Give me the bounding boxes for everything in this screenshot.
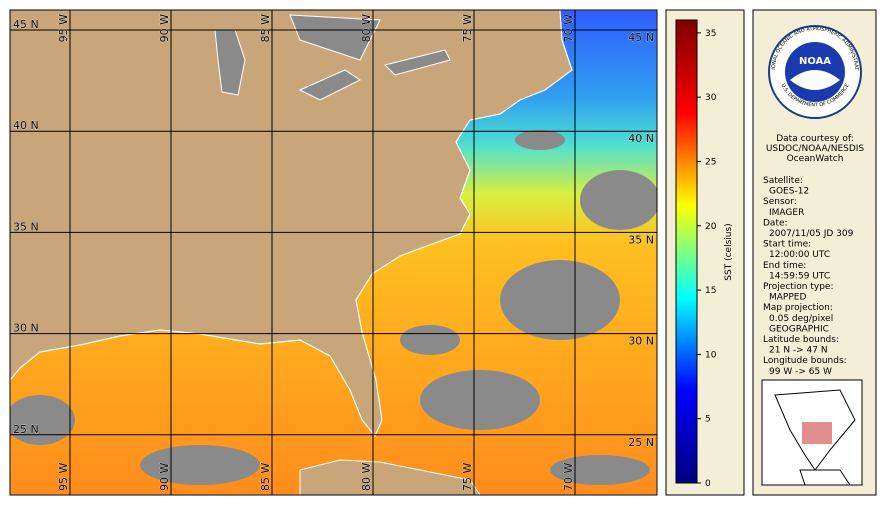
field-label: Date: [763,218,788,228]
colorbar-tick-label: 15 [705,286,716,296]
logo-bird [790,70,840,90]
field-value: MAPPED [769,293,806,303]
lat-label: 30 N [628,335,654,348]
lon-label: 75 W [461,463,474,491]
locator-box [802,422,832,444]
map-frame [9,9,658,496]
field-value: GEOGRAPHIC [769,324,829,334]
lon-label: 70 W [562,14,575,42]
colorbar [675,19,698,484]
field-value: 12:00:00 UTC [769,250,830,260]
great-lakes [214,14,451,101]
lat-label: 35 N [628,233,654,246]
lon-label: 75 W [461,14,474,42]
field-value: 99 W -> 65 W [769,367,832,377]
colorbar-label: SST (celsius) [724,223,734,280]
lon-label: 85 W [259,463,272,491]
field-label: Satellite: [763,176,803,186]
credit: OceanWatch [787,154,844,164]
field-label: Start time: [763,240,811,250]
colorbar-tick-label: 10 [705,350,717,360]
lat-label: 35 N [13,220,39,233]
lon-label: 95 W [57,14,70,42]
field-value: 2007/11/05 JD 309 [769,229,854,239]
lon-label: 90 W [158,463,171,491]
credit: USDOC/NOAA/NESDIS [766,144,865,154]
field-label: Projection type: [763,282,834,292]
lon-label: 70 W [562,463,575,491]
colorbar-tick-label: 0 [705,479,711,489]
lat-label: 45 N [628,31,654,44]
locator-land [799,469,851,486]
cuba [299,459,481,495]
field-label: Longitude bounds: [763,356,847,366]
field-value: 14:59:59 UTC [769,271,830,281]
colorbar-tick-label: 30 [705,93,717,103]
lon-label: 85 W [259,14,272,42]
field-value: IMAGER [769,208,804,218]
credit: Data courtesy of: [776,134,854,144]
colorbar-tick-label: 35 [705,29,716,39]
lat-label: 40 N [628,132,654,145]
lat-label: 25 N [628,436,654,449]
lon-label: 80 W [360,463,373,491]
info: Data courtesy of:USDOC/NOAA/NESDISOceanW… [763,134,864,377]
lon-label: 95 W [57,463,70,491]
logo-name: NOAA [799,56,831,67]
colorbar-tick-label: 5 [705,415,711,425]
field-label: Sensor: [763,197,797,207]
lat-label: 25 N [13,423,39,436]
field-value: 0.05 deg/pixel [769,314,833,324]
map [10,10,657,495]
colorbar-tick-label: 20 [705,222,717,232]
lat-label: 45 N [13,18,39,31]
lon-label: 90 W [158,14,171,42]
field-label: Map projection: [763,303,833,313]
lat-label: 40 N [13,119,39,132]
colorbar-tick-label: 25 [705,157,716,167]
field-label: End time: [763,261,806,271]
field-value: GOES-12 [769,187,809,197]
field-value: 21 N -> 47 N [769,346,828,356]
lon-label: 80 W [360,14,373,42]
lat-label: 30 N [13,322,39,335]
field-label: Latitude bounds: [763,335,839,345]
graticule: 45 N 45 N 40 N 40 N 35 N 35 N 30 N 30 N 25 N 25 N… [10,10,657,495]
